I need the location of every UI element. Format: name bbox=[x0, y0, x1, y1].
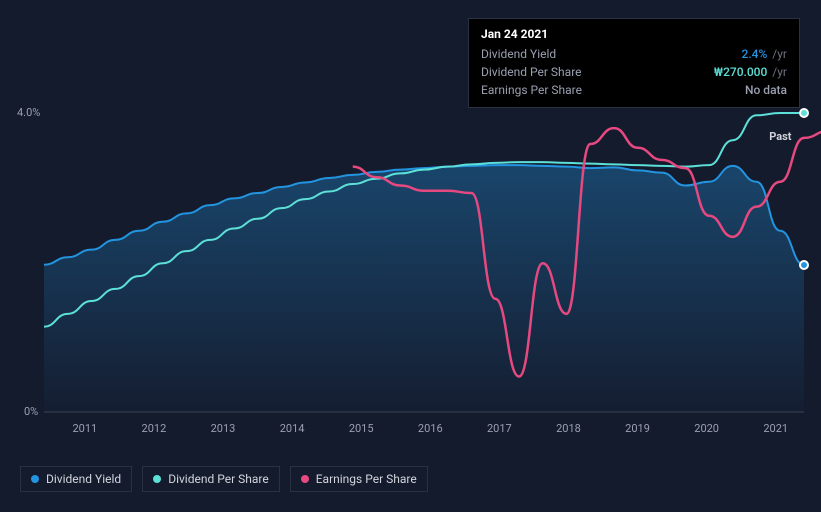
x-tick-label: 2012 bbox=[142, 422, 167, 435]
legend-dot-icon bbox=[301, 475, 309, 483]
past-marker-label: Past bbox=[769, 130, 791, 143]
tooltip-row-value: ₩270.000 /yr bbox=[714, 63, 787, 81]
series-end-marker bbox=[799, 260, 809, 270]
tooltip-row: Dividend Per Share ₩270.000 /yr bbox=[481, 63, 787, 81]
tooltip-row: Dividend Yield 2.4% /yr bbox=[481, 45, 787, 63]
tooltip-date: Jan 24 2021 bbox=[481, 27, 787, 41]
legend-item[interactable]: Dividend Yield bbox=[20, 466, 132, 492]
tooltip-row-label: Dividend Per Share bbox=[481, 63, 582, 81]
legend-label: Dividend Yield bbox=[46, 472, 121, 486]
x-tick-label: 2015 bbox=[349, 422, 374, 435]
legend-item[interactable]: Earnings Per Share bbox=[290, 466, 428, 492]
x-tick-label: 2014 bbox=[280, 422, 305, 435]
chart-legend: Dividend Yield Dividend Per Share Earnings… bbox=[20, 466, 428, 492]
y-axis-max-label: 4.0% bbox=[17, 106, 40, 119]
x-tick-label: 2021 bbox=[763, 422, 788, 435]
series-end-marker bbox=[799, 108, 809, 118]
tooltip-row-value: 2.4% /yr bbox=[742, 45, 787, 63]
x-tick-label: 2019 bbox=[625, 422, 650, 435]
x-tick-label: 2011 bbox=[72, 422, 97, 435]
tooltip-row-label: Earnings Per Share bbox=[481, 81, 582, 99]
tooltip-row: Earnings Per Share No data bbox=[481, 81, 787, 99]
x-tick-label: 2016 bbox=[418, 422, 443, 435]
y-axis-min-label: 0% bbox=[24, 405, 38, 418]
legend-label: Earnings Per Share bbox=[316, 472, 417, 486]
dividend-chart[interactable]: 4.0% 0% 2011 2012 2013 2014 2015 2016 2017 2018… bbox=[0, 0, 821, 508]
tooltip-row-value: No data bbox=[745, 81, 787, 99]
x-tick-label: 2013 bbox=[211, 422, 236, 435]
legend-dot-icon bbox=[153, 475, 161, 483]
x-tick-label: 2017 bbox=[487, 422, 512, 435]
legend-item[interactable]: Dividend Per Share bbox=[142, 466, 280, 492]
hover-tooltip: Jan 24 2021 Dividend Yield2.4% /yrDivide… bbox=[468, 18, 800, 108]
x-tick-label: 2018 bbox=[556, 422, 581, 435]
tooltip-row-label: Dividend Yield bbox=[481, 45, 556, 63]
x-tick-label: 2020 bbox=[694, 422, 719, 435]
legend-dot-icon bbox=[31, 475, 39, 483]
legend-label: Dividend Per Share bbox=[168, 472, 269, 486]
